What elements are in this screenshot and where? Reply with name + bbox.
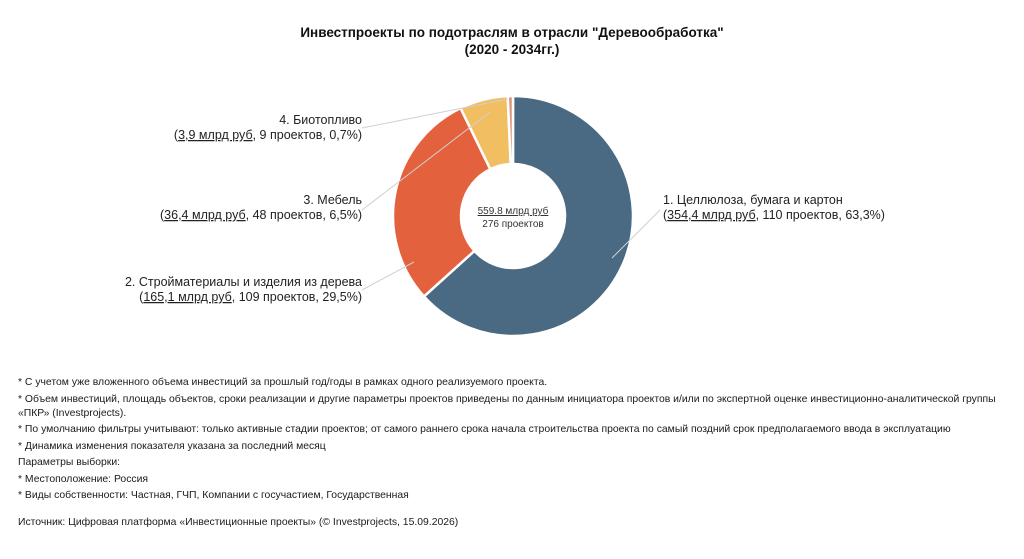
slice-labels: 1. Целлюлоза, бумага и картон(354,4 млрд…: [125, 113, 885, 304]
slice-label-detail-3: (36,4 млрд руб, 48 проектов, 6,5%): [160, 208, 362, 222]
slice-amount-link-2[interactable]: 165,1 млрд руб: [143, 290, 231, 304]
slice-amount-link-4[interactable]: 3,9 млрд руб: [178, 128, 253, 142]
slice-amount-link-3[interactable]: 36,4 млрд руб: [164, 208, 245, 222]
chart-title: Инвестпроекты по подотраслям в отрасли "…: [300, 25, 723, 40]
filter-location: * Местоположение: Россия: [18, 473, 149, 485]
source-line: Источник: Цифровая платформа «Инвестицио…: [18, 517, 459, 528]
footnote-3: * По умолчанию фильтры учитывают: только…: [18, 424, 951, 435]
slice-label-name-4: 4. Биотопливо: [279, 113, 362, 127]
leader-line-1: [611, 209, 661, 259]
slice-label-name-2: 2. Стройматериалы и изделия из дерева: [125, 275, 362, 289]
donut-chart: Инвестпроекты по подотраслям в отрасли "…: [125, 25, 885, 338]
chart-subtitle: (2020 - 2034гг.): [465, 42, 560, 57]
slice-label-name-3: 3. Мебель: [303, 193, 362, 207]
slice-4[interactable]: [506, 94, 515, 166]
center-project-count: 276 проектов: [482, 219, 543, 230]
leader-line-4: [361, 98, 509, 129]
leader-line-3: [361, 111, 491, 211]
filter-ownership: * Виды собственности: Частная, ГЧП, Комп…: [18, 490, 409, 501]
slice-2[interactable]: [391, 106, 492, 299]
footnote-1: * С учетом уже вложенного объема инвести…: [18, 377, 548, 388]
center-total-value[interactable]: 559.8 млрд руб: [478, 205, 549, 217]
footnote-4: * Динамика изменения показателя указана …: [18, 440, 326, 452]
slice-label-detail-4: (3,9 млрд руб, 9 проектов, 0,7%): [174, 128, 362, 142]
slice-amount-link-1[interactable]: 354,4 млрд руб: [667, 208, 755, 222]
donut-slices: [391, 94, 635, 338]
leader-line-2: [361, 261, 415, 291]
slice-label-detail-2: (165,1 млрд руб, 109 проектов, 29,5%): [139, 290, 362, 304]
filter-params-heading: Параметры выборки:: [18, 457, 121, 468]
footnotes: * С учетом уже вложенного объема инвести…: [18, 376, 1008, 533]
footnote-2: * Объем инвестиций, площадь объектов, ср…: [18, 393, 996, 419]
slice-1[interactable]: [422, 94, 635, 338]
slice-label-detail-1: (354,4 млрд руб, 110 проектов, 63,3%): [663, 208, 885, 222]
slice-label-name-1: 1. Целлюлоза, бумага и картон: [663, 193, 843, 207]
leader-lines: [361, 98, 661, 291]
